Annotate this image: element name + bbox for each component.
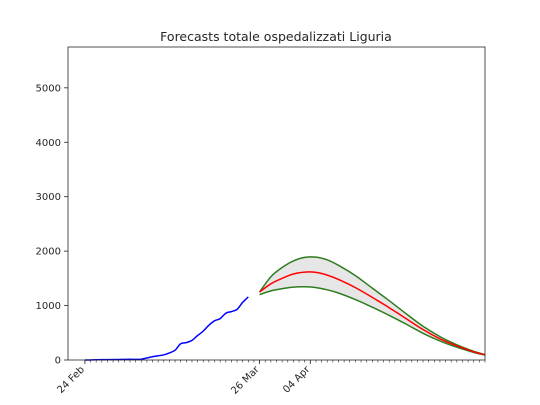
series-line-forecast	[259, 271, 486, 356]
x-tick-label: 24 Feb	[55, 364, 87, 396]
confidence-band	[259, 257, 485, 356]
plot-frame	[67, 46, 486, 361]
series-line-observed	[84, 296, 249, 361]
y-tick-label: 0	[55, 356, 61, 367]
x-tick-label: 26 Mar	[229, 364, 262, 397]
y-tick-label: 4000	[36, 138, 61, 149]
x-tick-label: 04 Apr	[281, 364, 313, 396]
series-line-upper-bound	[258, 256, 486, 356]
series-line-lower-bound	[259, 285, 486, 356]
y-tick-label: 2000	[36, 247, 61, 258]
y-tick-label: 5000	[36, 83, 61, 94]
chart-title: Forecasts totale ospedalizzati Liguria	[160, 29, 392, 44]
y-tick-label: 1000	[36, 301, 61, 312]
y-tick-label: 3000	[36, 192, 61, 203]
